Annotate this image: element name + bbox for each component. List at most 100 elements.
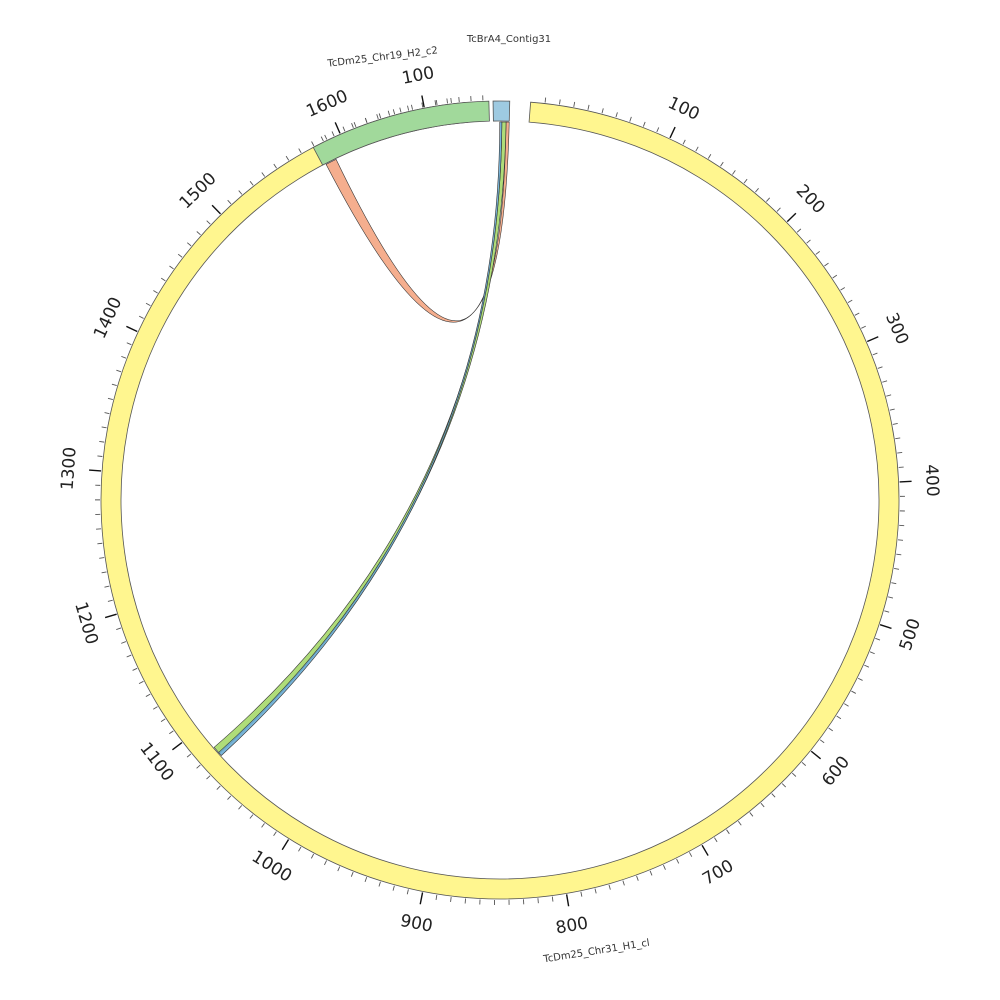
minor-tick bbox=[446, 98, 448, 104]
minor-tick bbox=[324, 134, 328, 140]
minor-tick bbox=[551, 896, 554, 902]
tick-label-chr31: 500 bbox=[896, 616, 925, 653]
minor-tick bbox=[771, 793, 776, 798]
major-tick bbox=[669, 126, 676, 139]
minor-tick bbox=[407, 105, 410, 111]
minor-tick bbox=[111, 383, 117, 387]
minor-tick bbox=[864, 664, 870, 668]
minor-tick bbox=[311, 141, 315, 147]
minor-tick bbox=[832, 274, 838, 279]
minor-tick bbox=[732, 170, 736, 175]
minor-tick bbox=[458, 97, 460, 103]
minor-tick bbox=[145, 302, 151, 307]
segment-contig31 bbox=[492, 100, 511, 122]
minor-tick bbox=[406, 889, 409, 895]
minor-tick bbox=[450, 896, 452, 903]
minor-tick bbox=[138, 680, 144, 685]
minor-tick bbox=[399, 107, 402, 113]
minor-tick bbox=[749, 812, 754, 817]
minor-tick bbox=[676, 858, 680, 864]
minor-tick bbox=[872, 352, 878, 356]
minor-tick bbox=[310, 853, 315, 859]
minor-tick bbox=[104, 412, 110, 415]
minor-tick bbox=[320, 136, 324, 142]
minor-tick bbox=[342, 126, 346, 132]
minor-tick bbox=[815, 251, 820, 255]
minor-tick bbox=[116, 369, 122, 373]
minor-tick bbox=[663, 864, 666, 870]
minor-tick bbox=[196, 764, 201, 769]
minor-tick bbox=[387, 110, 391, 116]
minor-tick bbox=[726, 829, 730, 835]
minor-tick bbox=[107, 397, 113, 400]
minor-tick bbox=[392, 109, 396, 115]
links bbox=[213, 121, 510, 756]
minor-tick bbox=[544, 97, 547, 103]
link-contig31-chr19-0 bbox=[325, 121, 510, 323]
minor-tick bbox=[629, 116, 632, 122]
minor-tick bbox=[261, 823, 265, 828]
minor-tick bbox=[450, 97, 452, 104]
minor-tick bbox=[121, 641, 127, 644]
minor-tick bbox=[875, 637, 881, 641]
minor-tick bbox=[238, 190, 243, 195]
minor-tick bbox=[116, 627, 122, 630]
minor-tick bbox=[781, 783, 787, 788]
tick-label-chr31: 1300 bbox=[58, 446, 81, 491]
minor-tick bbox=[847, 299, 853, 303]
minor-tick bbox=[857, 677, 863, 681]
minor-tick bbox=[351, 123, 354, 129]
minor-tick bbox=[884, 610, 890, 613]
minor-tick bbox=[682, 139, 686, 145]
major-tick bbox=[899, 480, 912, 483]
major-tick bbox=[211, 204, 221, 215]
minor-tick bbox=[298, 148, 302, 154]
minor-tick bbox=[206, 220, 211, 225]
major-tick bbox=[89, 469, 102, 472]
minor-tick bbox=[364, 117, 368, 123]
minor-tick bbox=[153, 706, 158, 710]
minor-tick bbox=[186, 242, 192, 247]
tick-label-chr31: 700 bbox=[699, 856, 737, 890]
minor-tick bbox=[273, 831, 277, 837]
minor-tick bbox=[776, 207, 781, 212]
minor-tick bbox=[760, 802, 765, 808]
major-tick bbox=[879, 623, 892, 630]
minor-tick bbox=[104, 585, 110, 588]
minor-tick bbox=[836, 715, 842, 720]
segments bbox=[100, 100, 900, 900]
minor-tick bbox=[126, 342, 132, 346]
minor-tick bbox=[895, 437, 901, 440]
minor-tick bbox=[796, 228, 802, 233]
minor-tick bbox=[378, 881, 381, 887]
minor-tick bbox=[877, 366, 883, 369]
minor-tick bbox=[169, 265, 174, 270]
major-tick bbox=[281, 839, 290, 851]
minor-tick bbox=[894, 568, 900, 570]
minor-tick bbox=[840, 287, 846, 291]
tick-label-chr31: 200 bbox=[792, 181, 829, 218]
minor-tick bbox=[896, 553, 902, 556]
major-tick bbox=[565, 894, 570, 907]
minor-tick bbox=[169, 730, 174, 735]
major-tick bbox=[104, 613, 117, 619]
minor-tick bbox=[196, 231, 201, 236]
tick-label-chr31: 1200 bbox=[70, 600, 102, 647]
minor-tick bbox=[608, 884, 611, 890]
minor-tick bbox=[580, 891, 583, 897]
minor-tick bbox=[828, 727, 833, 732]
minor-tick bbox=[743, 178, 748, 184]
major-tick bbox=[866, 336, 879, 343]
minor-tick bbox=[285, 155, 290, 161]
minor-tick bbox=[587, 104, 590, 110]
major-tick bbox=[419, 892, 424, 905]
minor-tick bbox=[160, 718, 166, 723]
segment-chr19 bbox=[312, 100, 490, 166]
minor-tick bbox=[121, 355, 127, 359]
minor-tick bbox=[153, 290, 158, 294]
minor-tick bbox=[887, 596, 894, 599]
tick-label-chr31: 600 bbox=[818, 752, 854, 790]
tick-label-chr31: 100 bbox=[665, 93, 703, 125]
minor-tick bbox=[227, 199, 232, 205]
tick-label-chr31: 800 bbox=[554, 913, 589, 938]
